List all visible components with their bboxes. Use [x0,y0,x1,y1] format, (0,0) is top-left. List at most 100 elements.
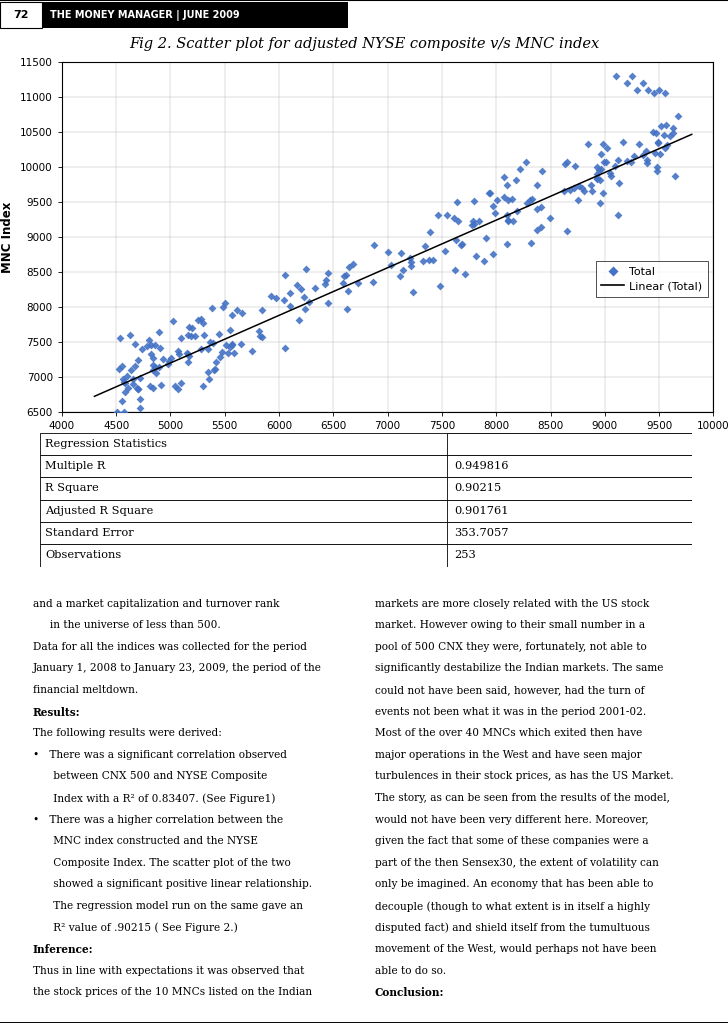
Point [563,182,575,199]
Text: Standard Error: Standard Error [45,528,134,538]
Point [280,267,291,283]
Point [526,191,538,207]
Point [295,280,306,297]
Point [293,312,304,329]
Point [232,302,243,318]
Point [579,182,590,199]
Text: 0.949816: 0.949816 [454,461,508,471]
Point [408,283,419,300]
Point [604,165,616,181]
Point [116,392,127,409]
Point [226,307,238,323]
Point [453,213,464,230]
Text: Regression Statistics: Regression Statistics [45,439,167,449]
Point [229,345,240,362]
Text: Results:: Results: [33,707,80,718]
Point [319,276,331,293]
Point [216,344,228,360]
Point [652,163,663,179]
Point [456,235,468,251]
Point [459,266,470,282]
Point [202,341,214,357]
Point [253,328,265,344]
Point [659,139,670,156]
Point [487,246,499,263]
Point [182,327,194,343]
Point [342,283,354,300]
Point [625,154,636,171]
Point [491,193,503,209]
Point [147,380,159,397]
Point [280,340,291,356]
Point [668,125,679,141]
Point [470,247,482,264]
Point [662,137,673,153]
Point [148,349,159,366]
Point [535,199,547,215]
Point [404,249,416,266]
Point [253,322,265,339]
Point [155,377,167,393]
Point [309,279,320,296]
Point [642,81,654,98]
Point [119,375,131,391]
Text: R² value of .90215 ( See Figure 2.): R² value of .90215 ( See Figure 2.) [33,923,237,933]
Bar [447,455,692,477]
Point [669,168,681,184]
Point [256,329,267,345]
Point [182,345,194,362]
Text: Data for all the indices was collected for the period: Data for all the indices was collected f… [33,642,306,652]
Point [300,261,312,277]
Point [285,298,296,314]
Point [145,346,157,363]
Point [489,204,501,220]
Point [653,81,665,98]
Point [572,193,584,209]
Bar [40,455,692,477]
Point [502,192,514,208]
Point [574,178,585,195]
Text: Thus in line with expectations it was observed that: Thus in line with expectations it was ob… [33,966,304,975]
Bar [40,500,692,522]
Point [419,238,431,254]
Point [256,302,267,318]
Point [129,358,141,375]
Point [612,206,624,222]
Point [124,327,136,343]
Point [506,191,518,207]
Point [596,161,607,177]
Point [660,117,672,134]
Point [382,243,394,260]
Text: movement of the West, would perhaps not have been: movement of the West, would perhaps not … [375,945,657,954]
Text: 253: 253 [454,550,475,560]
Point [395,245,407,262]
Point [149,359,161,376]
Point [424,225,436,241]
Point [569,158,581,174]
Text: pool of 500 CNX they were, fortunately, not able to: pool of 500 CNX they were, fortunately, … [375,642,646,652]
Text: •   There was a higher correlation between the: • There was a higher correlation between… [33,815,283,825]
Point [132,381,144,398]
Point [432,207,443,224]
Point [146,337,157,353]
Point [647,125,659,141]
Text: R Square: R Square [45,483,99,493]
Point [237,305,248,321]
Point [649,144,661,161]
Point [480,230,491,246]
Point [586,183,598,200]
Point [235,336,247,352]
Point [292,276,304,293]
Point [502,213,514,230]
Point [665,128,676,144]
Bar [40,544,692,566]
Point [652,134,664,150]
Point [118,374,130,390]
Point [226,336,237,352]
Point [344,259,355,275]
Text: Fig 2. Scatter plot for adjusted NYSE composite v/s MNC index: Fig 2. Scatter plot for adjusted NYSE co… [129,37,599,52]
Text: 353.7057: 353.7057 [454,528,508,538]
Point [502,212,514,229]
Point [397,263,409,279]
Point [658,128,670,144]
